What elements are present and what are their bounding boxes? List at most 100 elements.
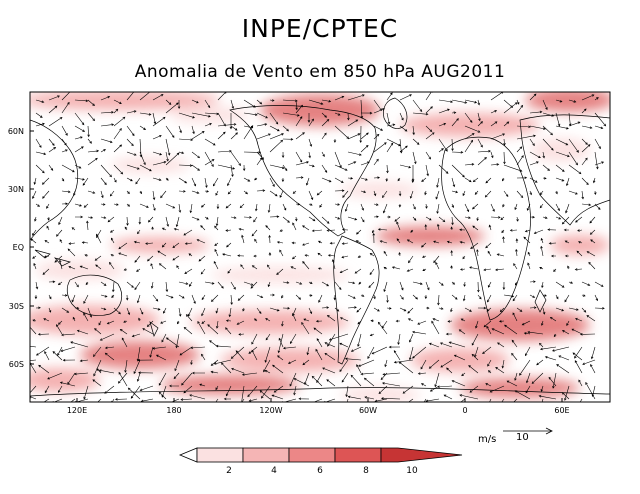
wind-arrow [334,307,340,312]
wind-arrow [243,281,254,286]
wind-arrow [575,216,583,223]
wind-arrow [293,385,297,396]
wind-arrow [539,346,557,351]
wind-arrow [217,149,232,153]
wind-arrow [539,267,544,270]
chart-subtitle: Anomalia de Vento em 850 hPa AUG2011 [134,62,506,82]
wind-arrow [486,307,492,312]
wind-arrow [308,99,324,105]
wind-arrow [550,254,556,258]
wind-arrow [399,94,412,101]
wind-arrow [555,190,558,195]
wind-arrow [61,177,65,182]
wind-arrow [230,125,238,131]
wind-arrow [490,151,494,159]
wind-arrow [556,364,570,374]
wind-arrow [373,215,379,219]
wind-arrow [575,317,583,322]
wind-arrow [94,255,102,261]
wind-arrow [30,326,37,335]
wind-arrow [292,190,297,194]
wind-arrow [215,190,219,196]
wind-arrow [382,190,388,198]
wind-arrow [464,112,473,123]
wind-arrow [282,164,288,172]
wind-arrow [581,144,591,153]
wind-arrow [99,333,115,341]
wind-arrow [269,190,278,197]
wind-arrow [313,327,323,335]
wind-arrow [488,224,492,231]
wind-arrow [230,294,233,306]
wind-arrow [588,261,596,270]
wind-arrow [529,125,546,130]
wind-arrow [502,203,505,208]
wind-arrow [377,228,388,231]
wind-arrow [110,254,115,257]
wind-arrow [215,216,219,227]
lat-label-30s: 30S [9,302,24,311]
wind-arrow [438,122,447,127]
wind-arrow [292,255,297,260]
wind-arrow [354,268,362,274]
wind-arrow [87,138,92,144]
wind-arrow [542,176,547,180]
wind-arrow [408,346,414,361]
wind-arrow [451,111,457,115]
wind-arrow [379,240,388,244]
wind-arrow [165,99,172,105]
wind-arrow [529,177,538,183]
wind-arrow [165,151,169,162]
wind-arrow [165,177,169,181]
wind-arrow [386,294,389,303]
wind-arrow [100,216,107,219]
wind-arrow [581,108,587,114]
wind-arrow [471,333,479,346]
wind-arrow [315,319,323,323]
wind-arrow [238,333,245,336]
wind-arrow [425,125,433,133]
wind-arrow [594,294,598,302]
wind-arrow [451,177,456,188]
wind-arrow [237,254,245,258]
wind-arrow [70,341,89,348]
wind-arrow [256,112,268,119]
wind-arrow [187,307,193,317]
wind-arrow [331,259,336,270]
wind-arrow [35,306,41,310]
wind-arrow [277,333,284,354]
wind-arrow [311,229,323,233]
wind-arrow [152,161,167,166]
wind-arrow [360,132,369,140]
wind-arrow [135,177,141,185]
wind-arrow [221,362,232,374]
wind-arrow [321,281,330,287]
wind-arrow [44,351,50,361]
wind-arrow [308,164,315,168]
wind-arrow [319,203,323,208]
wind-arrow [581,157,588,166]
wind-arrow [124,359,128,373]
wind-arrow [35,151,47,156]
wind-arrow [410,229,414,233]
wind-arrow [240,264,245,270]
wind-arrow [347,176,354,180]
wind-arrow [464,216,471,219]
wind-arrow [555,307,565,312]
wind-arrow [269,139,284,153]
wind-arrow [100,203,106,206]
wind-arrow [111,294,115,298]
wind-arrow [302,225,310,231]
wind-arrow [341,372,349,383]
wind-arrow [165,216,170,227]
wind-arrow [496,253,505,257]
wind-arrow [35,346,50,356]
wind-arrow [417,320,427,325]
wind-arrow [561,392,570,400]
wind-arrow [263,359,271,373]
wind-arrow [35,99,45,103]
wind-arrow [278,337,284,348]
wind-arrow [568,190,578,195]
wind-arrow [104,385,115,394]
wind-arrow [516,216,519,222]
